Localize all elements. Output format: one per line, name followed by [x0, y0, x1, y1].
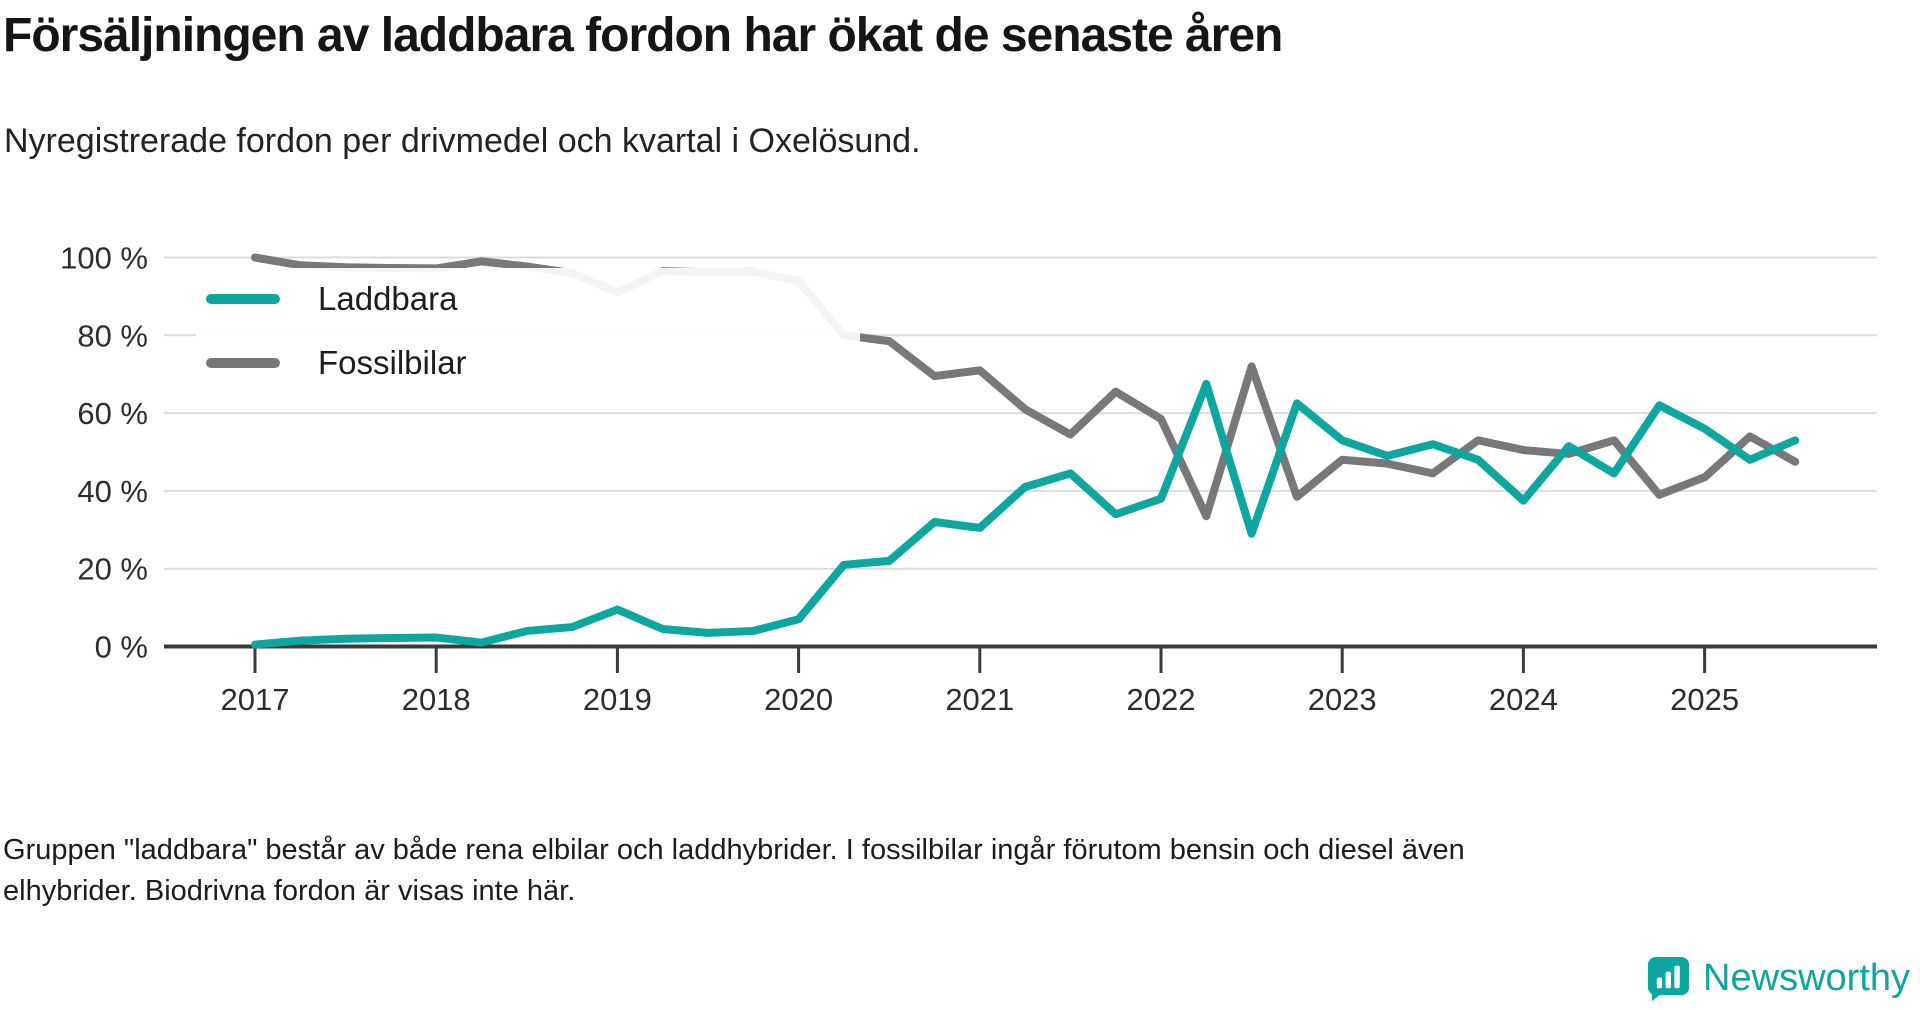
legend: Laddbara Fossilbilar	[196, 268, 860, 398]
page-title: Försäljningen av laddbara fordon har öka…	[3, 9, 1283, 62]
x-tick-label-2024: 2024	[1489, 682, 1558, 717]
x-tick-label-2022: 2022	[1127, 682, 1196, 717]
legend-swatch-fossilbilar	[206, 358, 280, 368]
x-tick-label-2019: 2019	[583, 682, 652, 717]
y-tick-label-40: 40 %	[77, 474, 148, 509]
x-tick-label-2023: 2023	[1308, 682, 1377, 717]
x-tick-label-2021: 2021	[945, 682, 1014, 717]
legend-swatch-laddbara	[206, 294, 280, 304]
y-tick-label-20: 20 %	[77, 552, 148, 587]
y-tick-label-100: 100 %	[60, 241, 148, 276]
y-tick-label-0: 0 %	[95, 630, 148, 665]
x-tick-label-2020: 2020	[764, 682, 833, 717]
chart-footnote: Gruppen "laddbara" består av både rena e…	[3, 834, 1465, 908]
x-tick-label-2018: 2018	[402, 682, 471, 717]
x-tick-label-2017: 2017	[221, 682, 290, 717]
legend-item-fossilbilar: Fossilbilar	[206, 344, 860, 382]
y-tick-label-60: 60 %	[77, 396, 148, 431]
newsworthy-wordmark: Newsworthy	[1703, 957, 1910, 999]
x-tick-label-2025: 2025	[1670, 682, 1739, 717]
y-tick-label-80: 80 %	[77, 318, 148, 353]
series-line-laddbara	[251, 379, 1800, 649]
bar-chart-badge-icon	[1647, 956, 1690, 1002]
newsworthy-logo: Newsworthy	[1645, 955, 1910, 1002]
series-line-fossilbilar	[251, 253, 1800, 521]
legend-label-laddbara: Laddbara	[318, 280, 458, 317]
page-subtitle: Nyregistrerade fordon per drivmedel och …	[4, 122, 921, 160]
legend-label-fossilbilar: Fossilbilar	[318, 344, 467, 381]
legend-item-laddbara: Laddbara	[206, 280, 860, 318]
